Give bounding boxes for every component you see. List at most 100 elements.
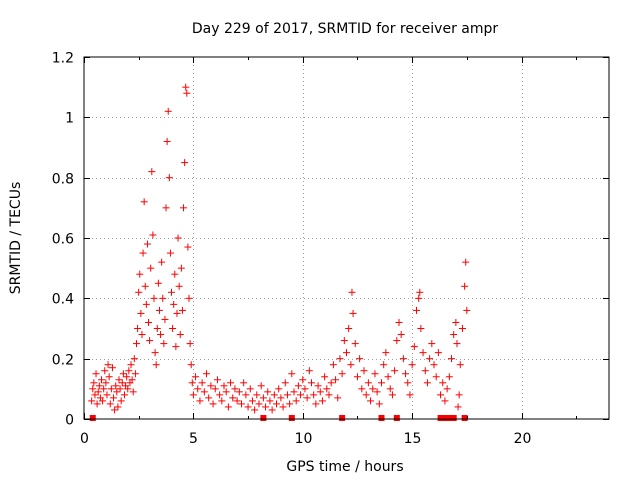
data-point xyxy=(90,379,98,387)
data-point xyxy=(416,288,424,296)
data-point xyxy=(118,379,126,387)
data-point xyxy=(163,137,171,145)
y-axis-label: SRMTID / TECUs xyxy=(8,182,24,295)
data-point xyxy=(323,385,331,393)
data-point xyxy=(137,309,145,317)
data-point xyxy=(138,331,146,339)
data-point xyxy=(142,300,150,308)
data-point xyxy=(356,355,364,363)
gap-marker xyxy=(450,415,457,421)
data-point xyxy=(108,364,116,372)
data-point xyxy=(332,376,340,384)
data-point xyxy=(207,382,215,390)
data-point xyxy=(378,379,385,387)
data-point xyxy=(129,388,137,396)
data-point xyxy=(462,258,470,266)
data-point xyxy=(426,355,434,363)
plot-marks xyxy=(88,83,471,414)
data-point xyxy=(308,379,315,387)
data-point xyxy=(367,397,375,405)
data-point xyxy=(155,306,163,314)
data-point xyxy=(140,198,148,206)
data-point xyxy=(404,379,412,387)
data-point xyxy=(279,403,287,411)
data-point xyxy=(171,270,179,278)
data-point xyxy=(124,385,132,393)
data-point xyxy=(364,379,372,387)
data-point xyxy=(391,367,399,375)
gap-marker xyxy=(260,415,267,421)
data-point xyxy=(402,370,410,378)
data-point xyxy=(149,231,157,239)
data-point xyxy=(246,385,254,393)
data-point xyxy=(314,382,322,390)
data-point xyxy=(117,397,125,405)
data-point xyxy=(115,376,123,384)
data-point xyxy=(248,397,256,405)
data-point xyxy=(288,370,296,378)
data-point xyxy=(373,388,381,396)
data-point xyxy=(273,400,280,408)
data-point xyxy=(164,107,172,115)
gap-marker xyxy=(440,415,447,421)
data-point xyxy=(158,258,166,266)
data-point xyxy=(318,397,326,405)
data-point xyxy=(146,337,154,345)
data-point xyxy=(154,279,162,287)
data-point xyxy=(303,394,311,402)
data-point xyxy=(268,406,276,414)
data-point xyxy=(399,355,407,363)
data-point xyxy=(347,361,355,369)
data-point xyxy=(227,379,235,387)
data-point xyxy=(100,385,108,393)
data-point xyxy=(119,370,127,378)
data-point xyxy=(305,367,313,375)
data-point xyxy=(290,388,298,396)
data-point xyxy=(184,243,192,251)
data-point xyxy=(198,379,206,387)
data-point xyxy=(161,315,169,323)
data-point xyxy=(150,294,158,302)
data-point xyxy=(419,349,427,357)
y-tick-label: 0.4 xyxy=(52,292,74,308)
data-point xyxy=(238,400,245,408)
data-point xyxy=(325,391,333,399)
data-point xyxy=(186,340,194,348)
data-point xyxy=(110,394,118,402)
data-point xyxy=(388,391,396,399)
grid xyxy=(84,57,609,419)
data-point xyxy=(233,397,241,405)
data-point xyxy=(266,397,274,405)
data-point xyxy=(439,379,447,387)
data-point xyxy=(174,234,182,242)
data-point xyxy=(211,385,219,393)
data-point xyxy=(102,379,110,387)
data-point xyxy=(112,382,120,390)
data-point xyxy=(130,355,138,363)
data-point xyxy=(428,340,436,348)
x-tick-label: 10 xyxy=(295,431,313,447)
data-point xyxy=(321,373,329,381)
data-point xyxy=(216,391,224,399)
data-point xyxy=(200,388,208,396)
data-point xyxy=(177,264,185,272)
data-point xyxy=(224,403,232,411)
data-point xyxy=(257,382,265,390)
x-tick-label: 5 xyxy=(189,431,198,447)
data-point xyxy=(345,325,353,332)
data-point xyxy=(430,361,438,369)
data-point xyxy=(299,376,307,384)
data-point xyxy=(89,385,97,393)
data-point xyxy=(178,306,186,314)
y-tick-label: 0.2 xyxy=(52,353,74,369)
data-point xyxy=(105,373,113,381)
gap-marker xyxy=(444,415,451,421)
data-point xyxy=(222,388,230,396)
data-point xyxy=(145,318,153,326)
data-point xyxy=(151,349,159,357)
data-point xyxy=(139,249,147,257)
data-point xyxy=(292,397,300,405)
data-point xyxy=(251,406,259,414)
data-point xyxy=(181,159,189,167)
